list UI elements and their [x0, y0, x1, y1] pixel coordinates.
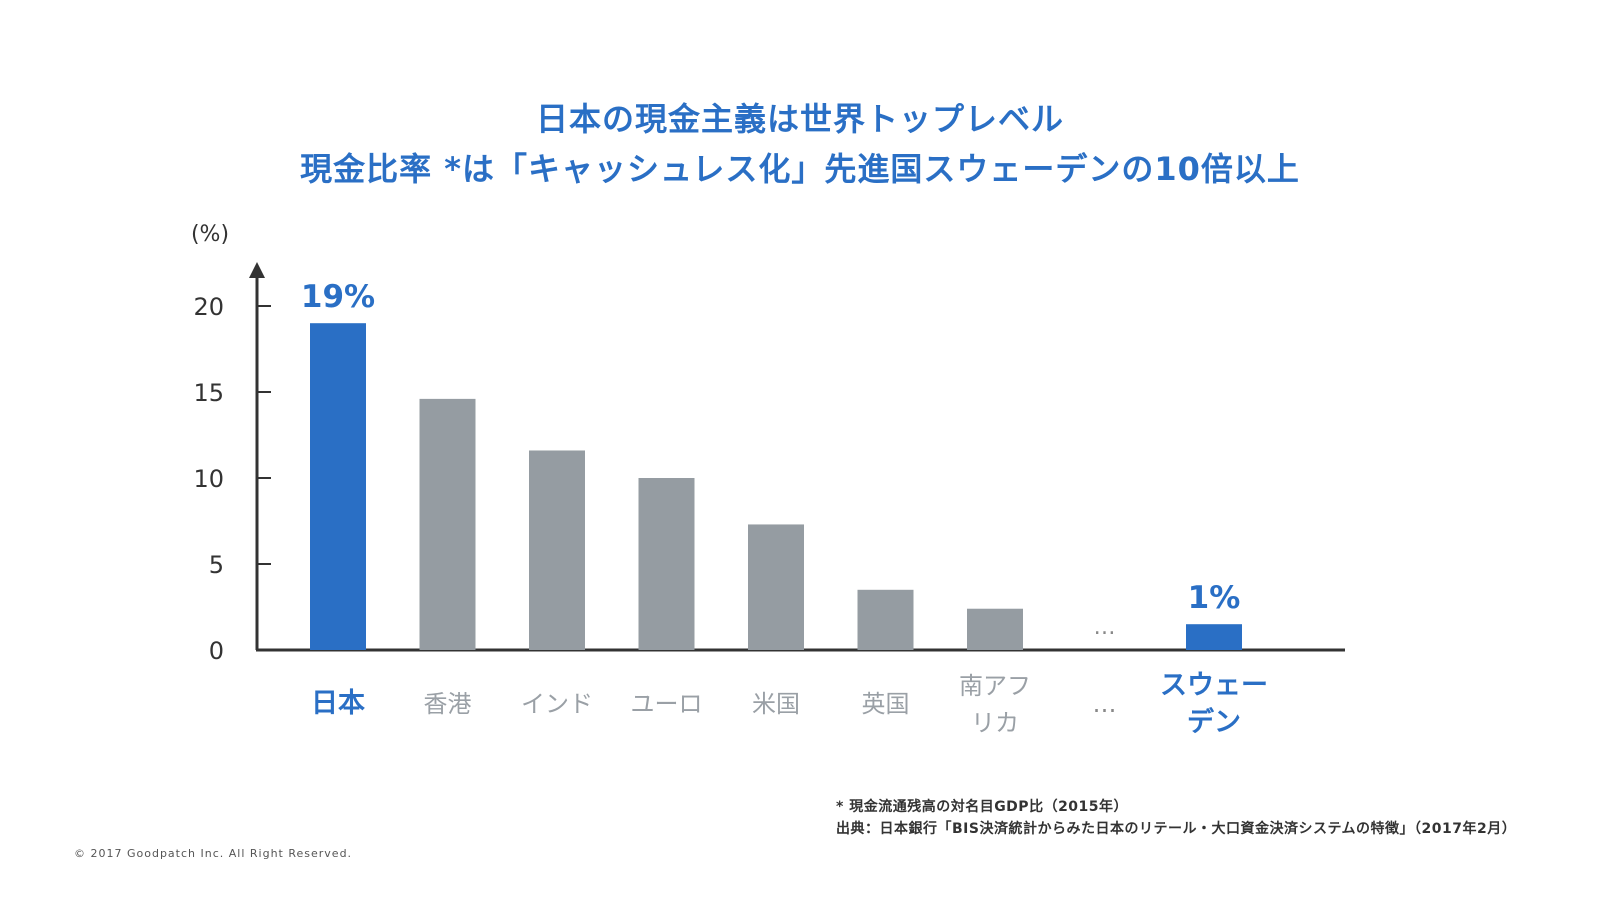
- category-label-0: 日本: [311, 688, 365, 719]
- bar-3: [638, 478, 695, 650]
- y-tick-label-20: 20: [193, 293, 224, 321]
- chart-title-line1: 日本の現金主義は世界トップレベル: [535, 100, 1064, 138]
- category-label-2: インド: [521, 690, 593, 718]
- y-tick-label-15: 15: [193, 379, 224, 407]
- category-label-7: …: [1093, 690, 1117, 718]
- gap-ellipsis: …: [1094, 615, 1116, 640]
- category-label-8-line0: スウェー: [1160, 670, 1268, 701]
- category-label-1: 香港: [424, 690, 472, 718]
- y-tick-label-0: 0: [209, 637, 224, 665]
- bar-4: [748, 524, 804, 650]
- y-tick-label-5: 5: [209, 551, 224, 579]
- bar-0: [310, 323, 366, 650]
- source-citation: 出典：日本銀行「BIS決済統計からみた日本のリテール・大口資金決済システムの特徴…: [836, 821, 1517, 837]
- copyright: © 2017 Goodpatch Inc. All Right Reserved…: [74, 847, 353, 860]
- category-label-6-line0: 南アフ: [959, 672, 1031, 700]
- category-label-8-line1: デン: [1187, 706, 1241, 738]
- category-label-4: 米国: [752, 690, 800, 718]
- category-label-5: 英国: [862, 690, 910, 718]
- bar-8: [1186, 624, 1242, 650]
- bar-5: [857, 589, 914, 650]
- y-tick-label-10: 10: [193, 465, 224, 493]
- chart-title-line2: 現金比率 *は「キャッシュレス化」先進国スウェーデンの10倍以上: [300, 150, 1300, 188]
- y-axis-unit-label: (%): [191, 222, 229, 247]
- bar-1: [419, 398, 476, 650]
- category-label-3: ユーロ: [631, 690, 703, 718]
- y-axis-arrow: [249, 262, 265, 278]
- footnote: * 現金流通残高の対名目GDP比（2015年）: [836, 799, 1129, 815]
- bar-2: [529, 450, 585, 650]
- data-label-0: 19%: [301, 279, 375, 315]
- category-label-6-line1: リカ: [971, 709, 1019, 737]
- bar-6: [967, 608, 1023, 650]
- data-label-8: 1%: [1188, 580, 1241, 616]
